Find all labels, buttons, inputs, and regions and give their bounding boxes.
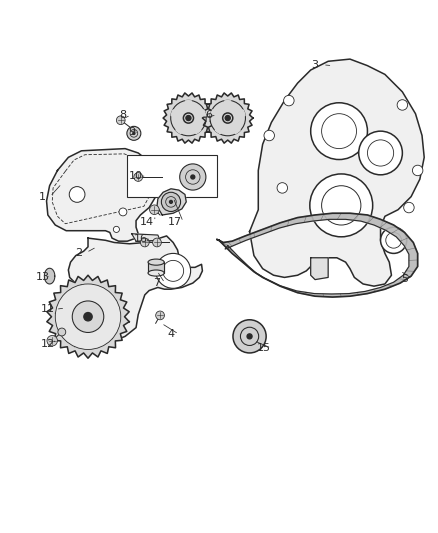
Polygon shape (132, 234, 160, 241)
Circle shape (321, 185, 361, 225)
Text: 1: 1 (39, 192, 46, 201)
Text: 13: 13 (36, 272, 50, 282)
Polygon shape (191, 122, 201, 134)
Circle shape (119, 208, 127, 216)
Circle shape (186, 170, 200, 184)
Circle shape (413, 165, 423, 176)
Polygon shape (171, 110, 184, 117)
Circle shape (152, 238, 161, 247)
Text: 5: 5 (401, 274, 408, 284)
Polygon shape (46, 149, 155, 241)
Circle shape (367, 140, 394, 166)
Ellipse shape (148, 259, 164, 265)
Circle shape (359, 131, 403, 175)
Circle shape (162, 261, 184, 281)
Circle shape (233, 320, 266, 353)
Text: 14: 14 (140, 216, 154, 227)
FancyBboxPatch shape (127, 155, 217, 197)
Polygon shape (193, 110, 206, 117)
Text: 8: 8 (120, 110, 127, 120)
Circle shape (223, 113, 233, 123)
Circle shape (225, 116, 230, 120)
Circle shape (134, 173, 143, 181)
Polygon shape (215, 122, 225, 134)
Circle shape (161, 192, 180, 212)
Circle shape (150, 205, 159, 215)
Polygon shape (231, 122, 240, 134)
Circle shape (310, 174, 373, 237)
Text: 10: 10 (129, 171, 143, 181)
Text: 9: 9 (128, 127, 135, 137)
Circle shape (55, 284, 121, 350)
Circle shape (210, 100, 245, 136)
Polygon shape (163, 93, 214, 143)
Polygon shape (225, 101, 231, 113)
Circle shape (277, 183, 288, 193)
Polygon shape (211, 110, 223, 117)
Text: 15: 15 (257, 343, 271, 353)
Polygon shape (217, 213, 418, 297)
Circle shape (386, 232, 402, 248)
Circle shape (184, 113, 194, 123)
Polygon shape (44, 268, 55, 284)
Text: 17: 17 (168, 217, 182, 227)
Circle shape (155, 253, 191, 288)
Circle shape (264, 130, 275, 141)
Text: 4: 4 (167, 329, 174, 339)
Circle shape (171, 100, 206, 136)
Text: 2: 2 (75, 247, 82, 257)
Circle shape (381, 227, 407, 253)
Polygon shape (250, 59, 424, 286)
Circle shape (404, 203, 414, 213)
Circle shape (47, 335, 57, 346)
Circle shape (113, 227, 120, 232)
Circle shape (166, 197, 176, 207)
Text: 16: 16 (134, 234, 148, 244)
Circle shape (141, 238, 149, 247)
Circle shape (180, 164, 206, 190)
Polygon shape (157, 189, 186, 215)
Text: 12: 12 (41, 339, 55, 349)
Circle shape (397, 100, 408, 110)
Circle shape (321, 114, 357, 149)
Circle shape (191, 175, 195, 179)
Text: 3: 3 (311, 60, 318, 70)
Text: 11: 11 (41, 304, 55, 314)
Circle shape (311, 103, 367, 159)
Circle shape (247, 334, 252, 339)
Polygon shape (311, 258, 328, 280)
Circle shape (186, 116, 191, 120)
Text: 6: 6 (205, 110, 212, 120)
Circle shape (130, 130, 138, 137)
Polygon shape (176, 122, 185, 134)
Circle shape (240, 327, 259, 345)
Circle shape (58, 328, 66, 336)
Circle shape (72, 301, 104, 333)
Polygon shape (148, 262, 164, 273)
Text: 7: 7 (153, 278, 161, 288)
Circle shape (127, 126, 141, 140)
Polygon shape (47, 275, 129, 358)
Circle shape (170, 200, 173, 203)
Circle shape (155, 311, 164, 320)
Polygon shape (185, 101, 191, 113)
Circle shape (284, 95, 294, 106)
Ellipse shape (148, 270, 164, 276)
Circle shape (117, 116, 125, 125)
Circle shape (84, 312, 92, 321)
Polygon shape (202, 93, 253, 143)
Polygon shape (233, 110, 245, 117)
Circle shape (133, 132, 135, 134)
Circle shape (69, 187, 85, 203)
Polygon shape (68, 236, 202, 341)
